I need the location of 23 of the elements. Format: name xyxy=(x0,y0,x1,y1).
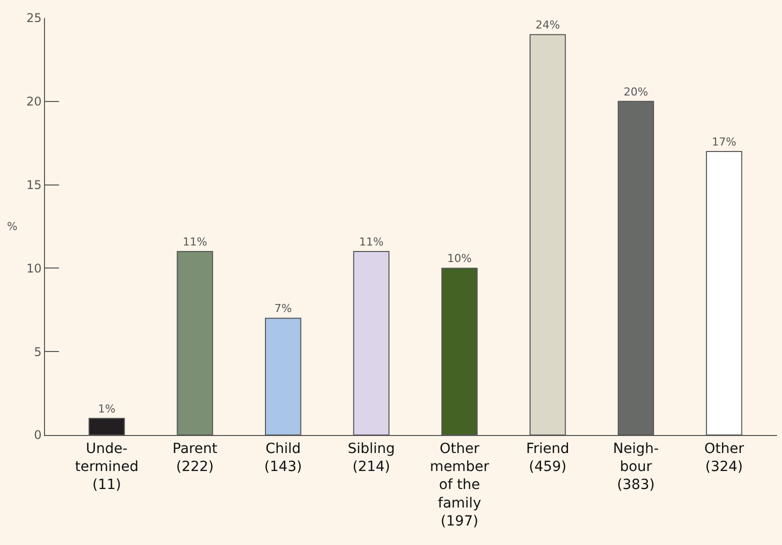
y-tick-label: 5 xyxy=(34,344,42,359)
x-tick-label: Parent (222) xyxy=(172,440,218,475)
x-tick-label: Friend (459) xyxy=(526,440,570,475)
data-label: 10% xyxy=(447,252,472,266)
x-tick-label: Child (143) xyxy=(264,440,302,475)
x-tick-label: Neigh- bour (383) xyxy=(612,440,659,494)
x-tick-label: Unde- termined (11) xyxy=(74,440,138,494)
y-tick-label: 25 xyxy=(26,11,42,26)
data-label: 20% xyxy=(624,85,648,98)
y-tick-label: 0 xyxy=(34,428,42,442)
y-tick-label: 20 xyxy=(26,94,42,109)
x-tick-label: Other (324) xyxy=(704,440,744,475)
y-axis-title: % xyxy=(7,220,18,233)
data-label: 24% xyxy=(535,18,560,32)
data-label: 7% xyxy=(274,302,292,316)
data-label: 11% xyxy=(182,236,208,249)
x-tick-label: Sibling (214) xyxy=(348,440,395,475)
data-label: 11% xyxy=(359,236,384,249)
data-label: 17% xyxy=(712,135,736,148)
data-label: 1% xyxy=(98,402,116,416)
y-tick-label: 15 xyxy=(26,178,42,192)
x-tick-label: Other member of the family (197) xyxy=(430,440,490,530)
y-tick-label: 10 xyxy=(26,261,42,276)
